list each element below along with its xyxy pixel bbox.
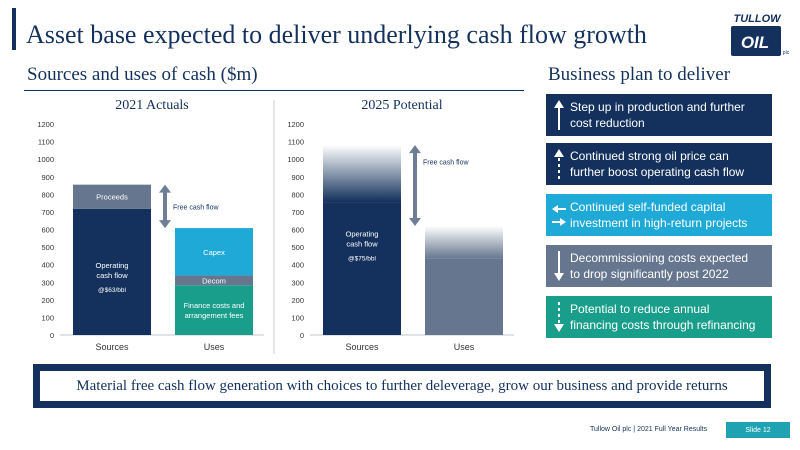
y-tick-label: 0 (300, 331, 304, 340)
left-right-arrows-icon (552, 205, 566, 226)
y-tick-label: 0 (50, 331, 54, 340)
card-text-line2: investment in high-return projects (570, 216, 748, 230)
y-tick-label: 600 (291, 226, 304, 235)
card-text-line1: Decommissioning costs expected (570, 250, 749, 265)
card-text-line2: to drop significantly post 2022 (570, 267, 729, 281)
slide-number: Slide 12 (726, 422, 790, 438)
y-tick-label: 1200 (287, 120, 304, 129)
bar-segment (175, 285, 253, 335)
free-cash-flow-arrow-head-up (409, 145, 421, 154)
y-tick-label: 200 (291, 296, 304, 305)
y-tick-label: 700 (291, 208, 304, 217)
card-text-line1: Continued self-funded capital (570, 199, 726, 214)
summary-banner-text: Material free cash flow generation with … (76, 377, 728, 394)
dotted-arrow-down-icon (554, 302, 564, 332)
business-plan-subtitle: Business plan to deliver (548, 64, 731, 85)
y-tick-label: 500 (291, 243, 304, 252)
bar-segment-fade (323, 145, 401, 203)
bar-segment-fade (425, 225, 503, 259)
sources-uses-subtitle: Sources and uses of cash ($m) (27, 64, 258, 85)
slide-title: Asset base expected to deliver underlyin… (26, 20, 647, 49)
card-text-line1: Continued strong oil price can (570, 148, 729, 163)
y-tick-label: 1000 (287, 155, 304, 164)
segment-label: Finance costs and (184, 301, 245, 310)
chart-title: 2025 Potential (361, 98, 442, 113)
y-tick-label: 200 (41, 296, 54, 305)
annotation-label: Free cash flow (423, 159, 469, 166)
y-tick-label: 100 (41, 313, 54, 322)
free-cash-flow-arrow-head-down (409, 217, 421, 226)
y-tick-label: 500 (41, 243, 54, 252)
plan-card-oil-price: Continued strong oil price can further bo… (546, 143, 772, 185)
logo-mark: OIL (741, 33, 769, 52)
arrow-up-icon (554, 100, 564, 130)
dotted-arrow-up-icon (554, 149, 564, 179)
bar-segment (175, 228, 253, 276)
card-text-line1: Potential to reduce annual (570, 301, 710, 316)
category-label: Sources (95, 342, 129, 352)
category-label: Sources (345, 342, 379, 352)
y-tick-label: 300 (291, 278, 304, 287)
bar-segment (425, 258, 503, 335)
plan-card-financing: Potential to reduce annual financing cost… (546, 296, 772, 338)
logo-wordmark: TULLOW (733, 13, 782, 25)
bar-segment (73, 208, 151, 335)
y-tick-label: 1200 (37, 120, 54, 129)
title-accent-bar (12, 8, 16, 50)
segment-label: Decom (202, 276, 226, 285)
y-tick-label: 1000 (37, 155, 54, 164)
chart-2025-potential: 2025 Potential 0 100 200 300 400 500 600 700 800 9… (287, 98, 514, 352)
y-tick-label: 800 (291, 190, 304, 199)
plan-card-production: Step up in production and further cost re… (546, 94, 772, 136)
segment-label: arrangement fees (185, 311, 244, 320)
y-tick-label: 400 (291, 261, 304, 270)
plan-card-decommissioning: Decommissioning costs expected to drop si… (546, 245, 772, 287)
y-tick-label: 800 (41, 190, 54, 199)
card-text-line1: Step up in production and further (570, 99, 745, 114)
summary-banner: Material free cash flow generation with … (33, 364, 771, 408)
card-text-line2: further boost operating cash flow (570, 165, 745, 179)
y-tick-label: 300 (41, 278, 54, 287)
y-tick-label: 1100 (38, 138, 54, 147)
free-cash-flow-arrow-head-down (159, 220, 171, 229)
card-text-line2: cost reduction (570, 116, 645, 130)
tullow-logo: TULLOW OIL plc (731, 13, 790, 56)
free-cash-flow-arrow-head-up (159, 184, 171, 193)
category-label: Uses (204, 342, 225, 352)
left-section-rule (24, 90, 524, 91)
y-tick-label: 100 (291, 313, 304, 322)
summary-banner-inner: Material free cash flow generation with … (40, 371, 764, 401)
logo-plc: plc (783, 50, 790, 56)
segment-label: cash flow (96, 271, 128, 280)
segment-label: Operating (96, 261, 129, 270)
chart-2021-actuals: 2021 Actuals 0 100 200 300 400 500 600 700 800 900… (37, 98, 264, 352)
y-tick-label: 900 (291, 173, 304, 182)
y-tick-label: 700 (41, 208, 54, 217)
y-tick-label: 600 (41, 226, 54, 235)
plan-card-capital-investment: Continued self-funded capital investment … (546, 194, 772, 236)
chart-title: 2021 Actuals (115, 98, 189, 113)
segment-sublabel: @$75/bbl (348, 256, 376, 263)
bar-segment (73, 184, 151, 209)
bar-segment (175, 275, 253, 286)
card-text-line2: financing costs through refinancing (570, 318, 756, 332)
segment-sublabel: @$63/bbl (98, 287, 126, 294)
segment-label: Capex (203, 248, 225, 257)
y-tick-label: 900 (41, 173, 54, 182)
arrow-down-icon (554, 251, 564, 281)
category-label: Uses (454, 342, 475, 352)
segment-label: Operating (346, 230, 379, 239)
segment-label: Proceeds (96, 193, 128, 202)
cash-charts: 2021 Actuals 0 100 200 300 400 500 600 700 800 900… (37, 98, 514, 354)
bar-segment (323, 202, 401, 335)
segment-label: cash flow (346, 240, 378, 249)
y-tick-label: 400 (41, 261, 54, 270)
annotation-label: Free cash flow (173, 204, 219, 211)
footer-company: Tullow Oil plc | 2021 Full Year Results (590, 426, 708, 433)
y-tick-label: 1100 (288, 138, 304, 147)
